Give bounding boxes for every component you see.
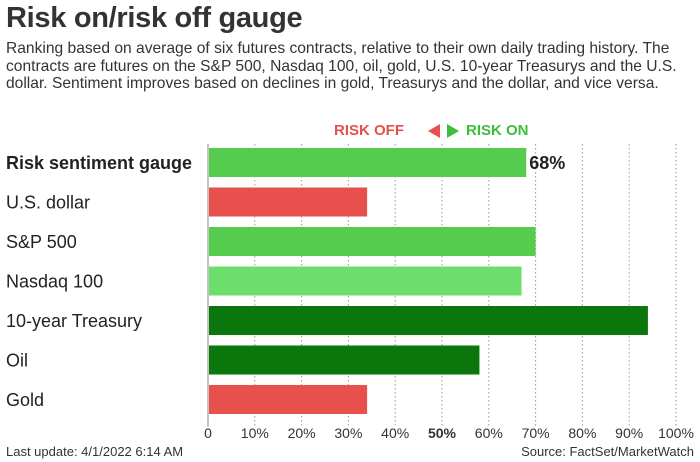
chart-subtitle: Ranking based on average of six futures … xyxy=(6,40,677,92)
risk-on-legend: RISK ON xyxy=(466,122,529,139)
bar xyxy=(209,266,522,296)
bar xyxy=(209,306,648,335)
value-label: 68% xyxy=(529,153,565,173)
x-tick-label: 0 xyxy=(204,425,212,441)
category-label: Gold xyxy=(6,390,44,410)
category-label: 10-year Treasury xyxy=(6,311,142,331)
category-label: Risk sentiment gauge xyxy=(6,153,192,173)
x-tick-label: 60% xyxy=(475,425,503,441)
x-tick-label: 50% xyxy=(428,425,457,441)
source-note: Source: FactSet/MarketWatch xyxy=(521,444,694,459)
x-tick-label: 10% xyxy=(241,425,269,441)
chart-title: Risk on/risk off gauge xyxy=(6,2,303,34)
risk-off-legend: RISK OFF xyxy=(334,122,404,139)
x-tick-label: 90% xyxy=(615,425,643,441)
bar xyxy=(209,148,527,177)
risk-on-label: RISK ON xyxy=(466,122,529,139)
x-tick-label: 30% xyxy=(334,425,362,441)
x-tick-label: 100% xyxy=(658,425,694,441)
x-tick-label: 20% xyxy=(288,425,316,441)
x-tick-label: 40% xyxy=(381,425,409,441)
bar xyxy=(209,227,536,256)
category-label: Nasdaq 100 xyxy=(6,272,103,292)
x-tick-label: 80% xyxy=(568,425,596,441)
last-update: Last update: 4/1/2022 6:14 AM xyxy=(6,444,184,459)
category-label: U.S. dollar xyxy=(6,193,90,213)
risk-off-label: RISK OFF xyxy=(334,122,404,139)
bar xyxy=(209,187,368,217)
bar xyxy=(209,345,480,375)
category-label: S&P 500 xyxy=(6,232,77,252)
category-label: Oil xyxy=(6,351,28,371)
bar xyxy=(209,385,368,414)
x-tick-label: 70% xyxy=(522,425,550,441)
